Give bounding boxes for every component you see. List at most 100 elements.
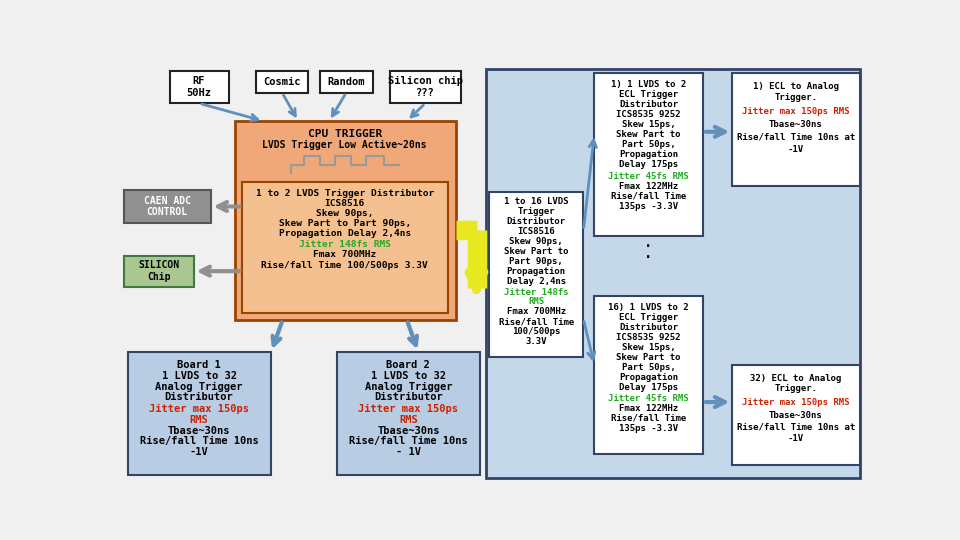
Text: Skew Part to: Skew Part to [616, 353, 681, 362]
Text: Distributor: Distributor [507, 218, 565, 226]
Text: Cosmic: Cosmic [263, 77, 300, 87]
Text: Part 50ps,: Part 50ps, [622, 363, 676, 372]
Text: Jitter max 150ps: Jitter max 150ps [149, 404, 249, 414]
Text: Tbase~30ns: Tbase~30ns [377, 426, 440, 436]
Text: Distributor: Distributor [619, 323, 678, 332]
Bar [732, 72, 860, 186]
Text: Part 90ps,: Part 90ps, [510, 258, 564, 266]
Text: Skew 90ps,: Skew 90ps, [316, 209, 373, 218]
Text: .: . [644, 237, 653, 251]
Text: Fmax 122MHz: Fmax 122MHz [619, 182, 678, 191]
Text: Jitter 148fs RMS: Jitter 148fs RMS [299, 240, 391, 249]
Text: Rise/fall Time 10ns at: Rise/fall Time 10ns at [736, 422, 855, 431]
Text: Silicon chip
???: Silicon chip ??? [388, 76, 463, 98]
Bar [732, 365, 860, 465]
Text: Random: Random [327, 77, 365, 87]
Text: Fmax 700MHz: Fmax 700MHz [507, 307, 565, 316]
Bar [594, 296, 703, 454]
Text: 16) 1 LVDS to 2: 16) 1 LVDS to 2 [609, 303, 689, 312]
Text: Skew 15ps,: Skew 15ps, [622, 343, 676, 352]
Text: 1 to 16 LVDS: 1 to 16 LVDS [504, 197, 568, 206]
Text: ECL Trigger: ECL Trigger [619, 313, 678, 322]
Text: Analog Trigger: Analog Trigger [365, 382, 452, 392]
Text: Board 2: Board 2 [387, 360, 430, 370]
Text: ICS8516: ICS8516 [517, 227, 555, 237]
Text: 1 LVDS to 32: 1 LVDS to 32 [371, 371, 445, 381]
Text: Jitter max 150ps RMS: Jitter max 150ps RMS [742, 397, 850, 407]
Text: Jitter 148fs: Jitter 148fs [504, 288, 568, 297]
Text: 135ps -3.3V: 135ps -3.3V [619, 202, 678, 211]
Text: Rise/fall Time 100/500ps 3.3V: Rise/fall Time 100/500ps 3.3V [261, 260, 428, 269]
Text: Delay 175ps: Delay 175ps [619, 383, 678, 392]
Text: Propagation: Propagation [507, 267, 565, 276]
Text: Distributor: Distributor [619, 100, 678, 109]
Text: Tbase~30ns: Tbase~30ns [769, 410, 823, 420]
Text: ECL Trigger: ECL Trigger [619, 90, 678, 99]
Text: Distributor: Distributor [374, 393, 443, 402]
Text: Fmax 700MHz: Fmax 700MHz [313, 251, 376, 260]
Text: 135ps -3.3V: 135ps -3.3V [619, 424, 678, 433]
Bar [124, 256, 194, 287]
Bar [594, 72, 703, 236]
Text: Rise/fall Time 10ns: Rise/fall Time 10ns [139, 436, 258, 447]
Text: Jitter 45fs RMS: Jitter 45fs RMS [609, 394, 689, 403]
Text: Rise/fall Time: Rise/fall Time [611, 192, 686, 201]
Text: .: . [644, 247, 653, 261]
Text: Analog Trigger: Analog Trigger [156, 382, 243, 392]
Bar [128, 352, 271, 475]
Bar [243, 182, 447, 313]
Text: CPU TRIGGER: CPU TRIGGER [307, 129, 382, 139]
Text: Trigger: Trigger [517, 207, 555, 217]
Text: RMS: RMS [190, 415, 208, 425]
Bar [489, 192, 584, 357]
Text: Rise/fall Time 10ns at: Rise/fall Time 10ns at [736, 133, 855, 141]
Text: Board 1: Board 1 [178, 360, 221, 370]
Text: LVDS Trigger Low Active~20ns: LVDS Trigger Low Active~20ns [262, 140, 427, 150]
Bar [255, 71, 308, 92]
Text: 1 to 2 LVDS Trigger Distributor: 1 to 2 LVDS Trigger Distributor [255, 189, 434, 198]
Text: RMS: RMS [528, 298, 544, 307]
Bar [170, 71, 228, 103]
Text: Propagation: Propagation [619, 150, 678, 159]
Text: 1 LVDS to 32: 1 LVDS to 32 [161, 371, 236, 381]
Bar [124, 190, 210, 222]
Text: Tbase~30ns: Tbase~30ns [168, 426, 230, 436]
Text: Skew 15ps,: Skew 15ps, [622, 120, 676, 130]
Text: SILICON
Chip: SILICON Chip [138, 260, 180, 282]
Text: CAEN ADC
CONTROL: CAEN ADC CONTROL [144, 195, 191, 217]
Text: Trigger.: Trigger. [775, 384, 817, 394]
Text: 3.3V: 3.3V [525, 338, 547, 347]
Bar [337, 352, 480, 475]
Text: ICS8535 9252: ICS8535 9252 [616, 333, 681, 342]
Text: Rise/fall Time 10ns: Rise/fall Time 10ns [348, 436, 468, 447]
Text: Propagation: Propagation [619, 373, 678, 382]
Text: Jitter 45fs RMS: Jitter 45fs RMS [609, 172, 689, 181]
Text: Skew Part to: Skew Part to [504, 247, 568, 256]
Text: 100/500ps: 100/500ps [512, 327, 561, 336]
Text: Propagation Delay 2,4ns: Propagation Delay 2,4ns [278, 229, 411, 238]
Bar [486, 69, 860, 478]
Text: 1) ECL to Analog: 1) ECL to Analog [753, 82, 839, 91]
Text: ICS8516: ICS8516 [324, 199, 365, 208]
Text: 1) 1 LVDS to 2: 1) 1 LVDS to 2 [611, 80, 686, 89]
Text: -1V: -1V [788, 145, 804, 154]
Bar [234, 121, 456, 320]
Text: - 1V: - 1V [396, 447, 420, 457]
Text: Delay 175ps: Delay 175ps [619, 160, 678, 170]
Text: Distributor: Distributor [165, 393, 233, 402]
Text: ICS8535 9252: ICS8535 9252 [616, 110, 681, 119]
Text: Skew Part to: Skew Part to [616, 130, 681, 139]
Text: 32) ECL to Analog: 32) ECL to Analog [750, 374, 842, 383]
Text: Rise/fall Time: Rise/fall Time [611, 414, 686, 423]
Text: Rise/fall Time: Rise/fall Time [498, 318, 574, 327]
Text: Skew Part to Part 90ps,: Skew Part to Part 90ps, [278, 219, 411, 228]
Text: Part 50ps,: Part 50ps, [622, 140, 676, 150]
Text: Trigger.: Trigger. [775, 93, 817, 102]
Bar [320, 71, 372, 92]
Bar [390, 71, 461, 103]
Text: -1V: -1V [788, 434, 804, 443]
Text: RMS: RMS [399, 415, 418, 425]
Text: -1V: -1V [190, 447, 208, 457]
Text: Skew 90ps,: Skew 90ps, [510, 238, 564, 246]
Text: Delay 2,4ns: Delay 2,4ns [507, 278, 565, 286]
